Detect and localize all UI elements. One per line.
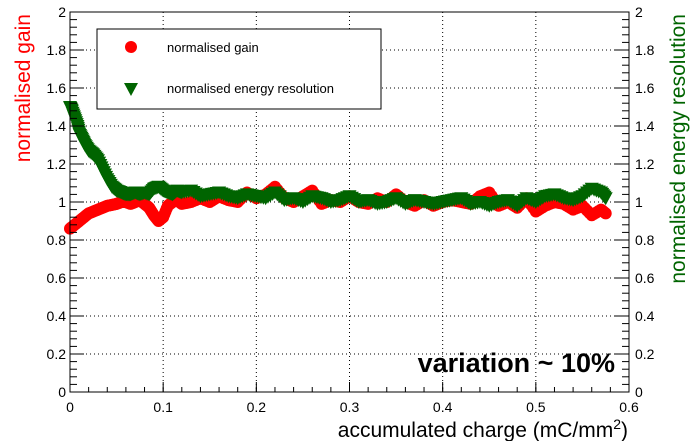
legend-resolution-marker <box>124 83 138 96</box>
x-tick-label: 0.3 <box>340 399 360 415</box>
x-tick-label: 0.6 <box>619 399 639 415</box>
y-left-tick-label: 0.4 <box>47 308 67 324</box>
y-left-tick-label: 0.6 <box>47 270 67 286</box>
x-axis-label: accumulated charge (mC/mm2) <box>338 416 628 441</box>
y-left-tick-label: 0.2 <box>47 346 67 362</box>
x-tick-label: 0.5 <box>526 399 546 415</box>
legend-box <box>96 28 382 110</box>
y-right-tick-label: 1.6 <box>635 80 655 96</box>
y-right-tick-label: 1.4 <box>635 118 655 134</box>
y-right-tick-label: 1 <box>635 194 643 210</box>
y-right-tick-label: 0.6 <box>635 270 655 286</box>
gain-point <box>599 207 612 220</box>
y-right-tick-label: 0.2 <box>635 346 655 362</box>
x-axis-label-text: accumulated charge (mC/mm <box>338 419 613 441</box>
y-left-tick-label: 0.8 <box>47 232 67 248</box>
legend-resolution-label: normalised energy resolution <box>167 81 334 96</box>
resolution-point <box>598 192 613 206</box>
y-left-tick-label: 1 <box>58 194 66 210</box>
left-axis-label: normalised gain <box>12 14 35 162</box>
x-axis-label-sup: 2 <box>613 416 621 432</box>
x-axis-label-end: ) <box>621 419 628 441</box>
series-layer <box>63 101 613 235</box>
x-tick-label: 0 <box>66 399 74 415</box>
y-left-tick-label: 1.6 <box>47 80 67 96</box>
y-left-tick-label: 2 <box>58 4 66 20</box>
legend-gain-label: normalised gain <box>167 40 259 55</box>
x-tick-label: 0.4 <box>433 399 453 415</box>
y-left-tick-label: 1.2 <box>47 156 67 172</box>
axis-ticks: 0 0.1 0.2 0.3 0.4 0.5 0.60 00.2 0.20.4 0.40.6 0.60… <box>47 4 655 415</box>
y-right-tick-label: 2 <box>635 4 643 20</box>
variation-annotation: variation ~ 10% <box>418 348 615 378</box>
y-right-tick-label: 1.8 <box>635 42 655 58</box>
y-right-tick-label: 1.2 <box>635 156 655 172</box>
legend-gain-marker <box>125 41 137 53</box>
y-right-tick-label: 0.8 <box>635 232 655 248</box>
grid <box>70 12 629 392</box>
y-left-tick-label: 1.8 <box>47 42 67 58</box>
x-tick-label: 0.1 <box>153 399 173 415</box>
y-left-tick-label: 0 <box>58 384 66 400</box>
resolution-series <box>63 101 613 213</box>
y-left-tick-label: 1.4 <box>47 118 67 134</box>
right-axis-label: normalised energy resolution <box>667 14 690 284</box>
y-right-tick-label: 0 <box>635 384 643 400</box>
y-right-tick-label: 0.4 <box>635 308 655 324</box>
legend: normalised gain normalised energy resolu… <box>96 28 382 110</box>
x-tick-label: 0.2 <box>247 399 267 415</box>
